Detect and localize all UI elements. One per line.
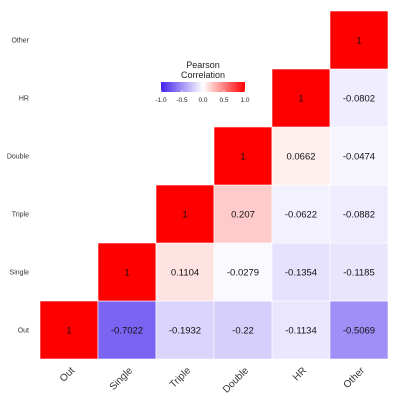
- y-tick-label: Out: [18, 328, 29, 335]
- cell-value-label: -0.0622: [285, 210, 317, 221]
- heatmap-cell: [329, 300, 389, 360]
- cell-value-label: 1: [240, 152, 245, 163]
- cell-value-label: -0.22: [232, 326, 254, 337]
- cell-value-label: -0.1354: [285, 268, 317, 279]
- cell-value-label: -0.0802: [343, 94, 375, 105]
- cell-value-label: -0.5069: [343, 326, 375, 337]
- cell-value-label: -0.7022: [111, 326, 143, 337]
- cell-value-label: 1: [182, 210, 187, 221]
- cell-value-label: -0.0474: [343, 152, 375, 163]
- cell-value-label: 1: [124, 268, 129, 279]
- legend-tick-label: 0.0: [198, 97, 207, 104]
- cell-value-label: 0.0662: [286, 152, 315, 163]
- x-tick-label: Single: [108, 365, 136, 393]
- legend-color-bar: [161, 82, 245, 92]
- y-tick-label: HR: [19, 96, 29, 103]
- heatmap-cell: [329, 184, 389, 244]
- y-tick-label: Triple: [12, 212, 29, 219]
- y-axis-labels: Out Single Triple Double HR Other: [7, 38, 30, 335]
- legend-ticks: -1.0 -0.5 0.0 0.5 1.0: [155, 90, 250, 104]
- legend-tick-label: 0.5: [219, 97, 228, 104]
- heatmap-cell: [271, 126, 331, 186]
- x-axis-labels: Out Single Triple Double HR Other: [58, 365, 368, 396]
- heatmap-cell: [329, 10, 389, 70]
- y-tick-label: Double: [7, 154, 29, 161]
- heatmap-cell: [155, 184, 215, 244]
- heatmap-cell: [155, 300, 215, 360]
- heatmap-cell: [97, 300, 157, 360]
- x-tick-label: Triple: [168, 365, 194, 391]
- cell-value-label: -0.0279: [227, 268, 259, 279]
- legend-tick-label: -1.0: [155, 97, 167, 104]
- x-tick-label: Other: [342, 365, 368, 391]
- cell-value-label: 1: [356, 36, 361, 47]
- heatmap-cell: [271, 184, 331, 244]
- legend-title-line-1: Pearson: [186, 60, 220, 70]
- heatmap-cell: [271, 300, 331, 360]
- y-tick-label: Single: [10, 270, 30, 277]
- heatmap-cell: [329, 68, 389, 128]
- heatmap-cell: [329, 126, 389, 186]
- legend-tick-label: 1.0: [240, 97, 249, 104]
- cell-value-label: 0.207: [231, 210, 255, 221]
- heatmap-cell: [97, 242, 157, 302]
- cell-value-label: -0.1932: [169, 326, 201, 337]
- heatmap-cell: [271, 242, 331, 302]
- heatmap-cell: [213, 242, 273, 302]
- legend-tick-label: -0.5: [176, 97, 188, 104]
- cell-value-label: -0.1185: [343, 268, 375, 279]
- cell-value-label: -0.1134: [285, 326, 317, 337]
- legend: Pearson Correlation -1.0 -0.5 0.0 0.5 1.0: [155, 60, 249, 104]
- y-tick-label: Other: [11, 38, 29, 45]
- heatmap-cell: [39, 300, 99, 360]
- legend-title-line-2: Correlation: [181, 70, 225, 80]
- cells-layer: 1 -0.7022 -0.1932 -0.22 -0.1134 -0.5069 1 0.110…: [39, 10, 389, 360]
- heatmap-cell: [213, 126, 273, 186]
- cell-value-label: 1: [298, 94, 303, 105]
- cell-value-label: 0.1104: [171, 268, 199, 279]
- heatmap-cell: [213, 184, 273, 244]
- x-tick-label: HR: [291, 365, 309, 383]
- x-tick-label: Double: [221, 365, 251, 395]
- cell-value-label: 1: [66, 326, 71, 337]
- x-tick-label: Out: [58, 365, 77, 384]
- cell-value-label: -0.0882: [343, 210, 375, 221]
